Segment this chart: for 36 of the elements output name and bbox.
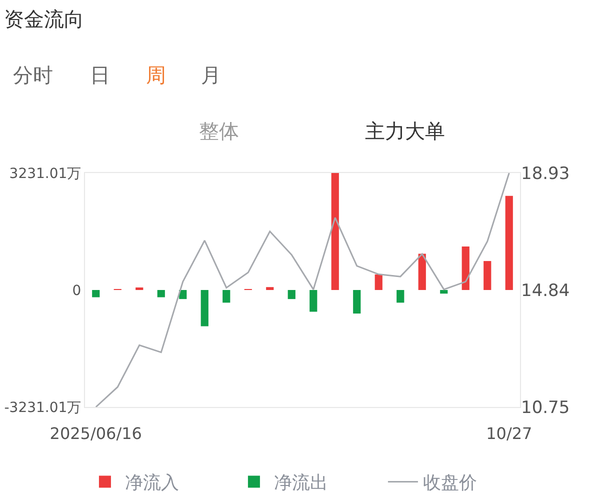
- bar: [310, 290, 318, 312]
- bar: [136, 287, 144, 290]
- bar: [374, 274, 382, 290]
- line-series: [95, 173, 510, 407]
- bar: [440, 290, 448, 294]
- bar: [331, 173, 339, 290]
- y-tick-label: 0: [72, 282, 82, 299]
- bar: [200, 290, 208, 326]
- legend-label: 收盘价: [422, 472, 477, 494]
- legend-label: 净流入: [124, 472, 179, 494]
- bar: [484, 261, 492, 290]
- bar: [418, 254, 426, 290]
- bar: [353, 290, 361, 314]
- bar: [505, 196, 513, 290]
- text: 日: [90, 63, 110, 87]
- text: 整体: [199, 119, 239, 143]
- text: 周: [146, 63, 166, 87]
- bar: [222, 290, 230, 303]
- x-tick-label: 10/27: [486, 424, 532, 444]
- text: 分时: [13, 63, 53, 87]
- x-tick-label: 2025/06/16: [50, 424, 142, 444]
- y2-tick-label: 10.75: [521, 398, 570, 418]
- y-tick-label: -3231.01万: [4, 400, 82, 416]
- bar: [92, 290, 100, 298]
- bar: [157, 290, 165, 298]
- y2-tick-label: 18.93: [521, 164, 570, 184]
- legend-label: 净流出: [274, 472, 328, 494]
- y-tick-label: 3231.01万: [9, 166, 82, 182]
- bar: [288, 290, 296, 300]
- text: 主力大单: [365, 119, 445, 143]
- bar: [396, 290, 404, 303]
- y2-tick-label: 14.84: [521, 280, 570, 301]
- bar: [462, 246, 470, 290]
- text: 月: [201, 63, 221, 87]
- chart-title: 资金流向: [4, 7, 84, 31]
- bar: [266, 287, 274, 290]
